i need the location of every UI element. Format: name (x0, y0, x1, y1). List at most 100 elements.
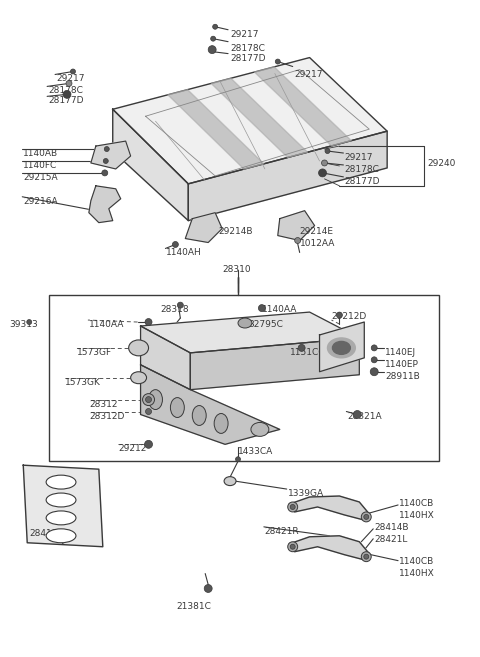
Text: 1140AH: 1140AH (167, 248, 202, 258)
Polygon shape (290, 536, 369, 560)
Circle shape (143, 394, 155, 405)
Text: 1012AA: 1012AA (300, 238, 335, 248)
Circle shape (104, 147, 109, 152)
Text: 1140HX: 1140HX (399, 568, 435, 578)
Ellipse shape (224, 476, 236, 486)
Text: 28321A: 28321A (348, 411, 382, 420)
Circle shape (63, 91, 71, 99)
Polygon shape (141, 365, 280, 444)
Text: 29217: 29217 (230, 30, 259, 39)
Text: 1140CB: 1140CB (399, 556, 434, 566)
Text: 29214B: 29214B (218, 227, 252, 236)
Circle shape (211, 36, 216, 41)
Ellipse shape (46, 511, 76, 525)
Circle shape (364, 555, 369, 559)
Polygon shape (113, 109, 188, 221)
Circle shape (66, 80, 72, 87)
Text: 28310: 28310 (222, 265, 251, 275)
Circle shape (27, 319, 32, 325)
Bar (49, 295, 439, 461)
Circle shape (290, 505, 295, 509)
Text: 28178C: 28178C (344, 165, 379, 174)
Circle shape (288, 542, 298, 552)
Circle shape (361, 512, 371, 522)
Text: 1140EP: 1140EP (385, 360, 419, 369)
Circle shape (213, 24, 217, 30)
Ellipse shape (46, 493, 76, 507)
Circle shape (290, 544, 295, 549)
Circle shape (178, 302, 183, 308)
Circle shape (144, 440, 153, 448)
Polygon shape (168, 89, 264, 169)
Circle shape (236, 457, 240, 462)
Text: 1140FC: 1140FC (23, 161, 58, 170)
Polygon shape (254, 67, 351, 146)
Circle shape (353, 411, 361, 419)
Text: 1140CB: 1140CB (399, 499, 434, 508)
Text: 28411B: 28411B (29, 529, 64, 538)
Text: 28177D: 28177D (344, 177, 380, 186)
Polygon shape (91, 141, 131, 169)
Text: 28177D: 28177D (230, 54, 265, 62)
Circle shape (371, 345, 377, 351)
Circle shape (325, 148, 330, 154)
Circle shape (276, 59, 280, 64)
Polygon shape (320, 322, 364, 372)
Text: 29240: 29240 (427, 159, 456, 168)
Circle shape (71, 69, 75, 74)
Ellipse shape (238, 318, 252, 328)
Text: 28911B: 28911B (385, 372, 420, 381)
Polygon shape (141, 326, 190, 390)
Circle shape (258, 305, 265, 311)
Text: 39313: 39313 (9, 320, 38, 329)
Circle shape (145, 397, 152, 403)
Polygon shape (278, 211, 314, 240)
Text: 32795C: 32795C (248, 320, 283, 329)
Text: 1140AA: 1140AA (89, 320, 124, 329)
Text: 29216A: 29216A (23, 196, 58, 206)
Ellipse shape (131, 372, 146, 384)
Circle shape (298, 344, 305, 351)
Circle shape (361, 552, 371, 562)
Polygon shape (141, 312, 360, 353)
Circle shape (208, 45, 216, 54)
Ellipse shape (327, 338, 355, 358)
Text: 1573GF: 1573GF (77, 348, 112, 357)
Polygon shape (211, 78, 308, 158)
Text: 29217: 29217 (344, 153, 373, 162)
Text: 28421R: 28421R (265, 527, 300, 536)
Text: 1573GK: 1573GK (65, 378, 101, 387)
Ellipse shape (251, 422, 269, 436)
Ellipse shape (46, 529, 76, 543)
Text: 29212D: 29212D (332, 312, 367, 321)
Circle shape (172, 242, 179, 248)
Circle shape (102, 170, 108, 176)
Text: 28177D: 28177D (48, 97, 84, 105)
Text: 1140HX: 1140HX (399, 511, 435, 520)
Text: 1140AA: 1140AA (262, 305, 297, 314)
Ellipse shape (170, 397, 184, 417)
Ellipse shape (214, 413, 228, 434)
Circle shape (103, 158, 108, 164)
Ellipse shape (192, 405, 206, 426)
Ellipse shape (148, 390, 162, 409)
Circle shape (370, 368, 378, 376)
Text: 28318: 28318 (160, 305, 189, 314)
Circle shape (364, 514, 369, 520)
Polygon shape (290, 496, 369, 521)
Text: 1433CA: 1433CA (238, 447, 273, 457)
Text: 28178C: 28178C (48, 87, 83, 95)
Text: 28312: 28312 (89, 399, 118, 409)
Text: 1140AB: 1140AB (23, 149, 59, 158)
Ellipse shape (129, 340, 148, 356)
Text: 29217: 29217 (295, 70, 323, 78)
Polygon shape (89, 186, 120, 223)
Text: 28178C: 28178C (230, 43, 265, 53)
Circle shape (336, 312, 342, 318)
Polygon shape (185, 213, 222, 242)
Circle shape (319, 169, 326, 177)
Circle shape (322, 160, 327, 166)
Ellipse shape (46, 475, 76, 489)
Text: 29212: 29212 (119, 444, 147, 453)
Polygon shape (188, 131, 387, 221)
